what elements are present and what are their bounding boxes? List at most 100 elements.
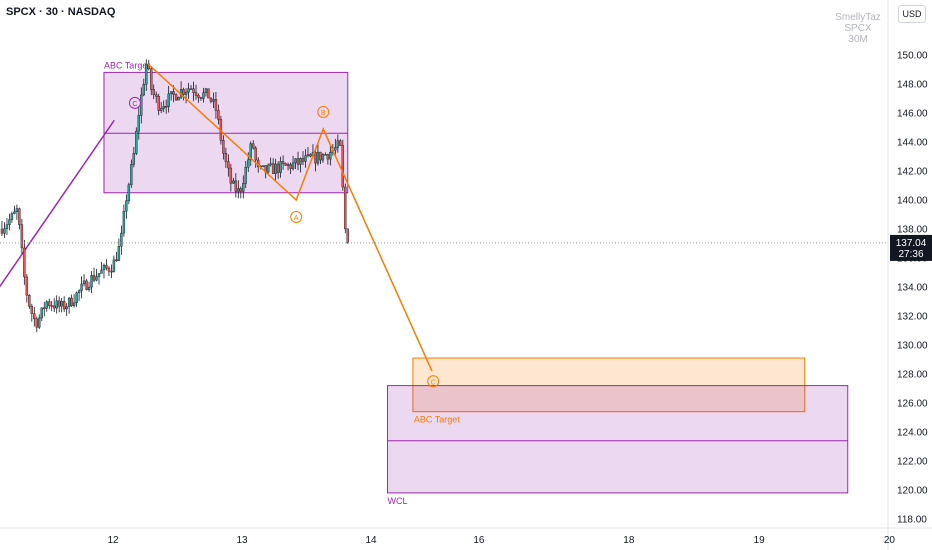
candle-body: [274, 163, 277, 174]
candle-body: [120, 232, 123, 247]
candle-body: [30, 306, 34, 314]
abc-target-label-orange: ABC Target: [414, 415, 460, 425]
candle-body: [127, 184, 131, 201]
y-tick-label: 142.00: [897, 167, 928, 178]
candle-body: [87, 286, 91, 290]
candle-body: [177, 97, 180, 101]
candle-body: [157, 96, 160, 111]
candle-body: [48, 301, 51, 306]
y-tick-label: 148.00: [897, 80, 928, 91]
wcl-zone[interactable]: [387, 385, 849, 494]
x-tick-label: 12: [107, 535, 119, 546]
candle-body: [137, 115, 141, 132]
candle-body: [162, 106, 165, 109]
candle-body: [237, 188, 240, 192]
candle-body: [346, 228, 349, 244]
candle-body: [294, 158, 297, 164]
candle-body: [23, 247, 26, 278]
candle-body: [271, 163, 275, 174]
abc-target-label-upper: ABC Target: [104, 60, 150, 70]
candle-body: [13, 211, 16, 214]
candle-body: [229, 167, 233, 184]
candle-body: [77, 290, 81, 294]
candle-body: [75, 292, 78, 304]
candle-body: [276, 163, 280, 173]
candle-body: [336, 140, 340, 148]
candle-body: [53, 305, 56, 309]
candle-body: [199, 97, 203, 99]
y-tick-label: 140.00: [897, 196, 928, 207]
candle-body: [25, 276, 29, 296]
purple-trendline[interactable]: [0, 119, 115, 288]
candle-body: [321, 154, 325, 161]
candle-body: [3, 228, 6, 234]
last-price-badge: [890, 234, 932, 261]
candle-body: [306, 154, 310, 157]
candle-body: [38, 317, 41, 328]
y-tick-label: 122.00: [897, 457, 928, 468]
candle-body: [20, 224, 24, 249]
candle-body: [0, 228, 4, 234]
wave-a-marker-ring: [290, 211, 303, 223]
candle-body: [62, 301, 66, 310]
candle-body: [269, 163, 272, 166]
wave-pattern-line[interactable]: [147, 63, 433, 372]
x-tick-label: 16: [473, 535, 485, 546]
wave-a-marker: A: [294, 215, 299, 222]
candle-body: [142, 84, 145, 96]
candle-body: [40, 307, 43, 319]
candle-body: [159, 108, 163, 111]
candle-body: [261, 165, 265, 167]
candle-body: [5, 224, 9, 229]
candle-body: [169, 91, 173, 95]
candle-body: [135, 130, 138, 154]
candle-body: [97, 273, 101, 277]
candle-body: [60, 301, 63, 307]
candle-body: [329, 152, 332, 160]
candle-body: [182, 89, 185, 95]
candle-body: [197, 95, 200, 98]
candle-body: [189, 88, 193, 90]
abc-target-zone-upper[interactable]: [103, 71, 349, 194]
candle-body: [72, 302, 76, 306]
candle-body: [8, 219, 11, 225]
abc-target-zone-orange[interactable]: [412, 357, 806, 413]
candle-body: [132, 153, 136, 165]
purple-wave-c-marker-ring: [128, 96, 141, 109]
candle-body: [194, 92, 198, 96]
last-price-value: 137.04: [896, 238, 927, 249]
candle-body: [314, 152, 317, 164]
candle-body: [125, 200, 128, 212]
candle-body: [289, 164, 292, 169]
candle-body: [326, 154, 330, 160]
candle-body: [334, 147, 337, 151]
candle-body: [284, 163, 287, 166]
candle-body: [187, 88, 190, 93]
candle-body: [15, 208, 19, 213]
candle-body: [65, 306, 68, 310]
candle-body: [55, 300, 58, 309]
symbol-title[interactable]: SPCX · 30 · NASDAQ: [6, 6, 116, 18]
candle-body: [249, 143, 252, 161]
watermark: SmellyTaz SPCX 30M: [820, 12, 896, 45]
y-tick-label: 144.00: [897, 138, 928, 149]
candle-body: [82, 280, 86, 285]
wave-c-marker: C: [431, 379, 436, 386]
watermark-author: SmellyTaz: [835, 12, 881, 23]
currency-button[interactable]: USD: [898, 5, 926, 23]
watermark-interval: 30M: [848, 34, 868, 45]
candle-body: [67, 297, 71, 307]
candle-body: [291, 162, 295, 169]
candle-body: [130, 164, 133, 185]
candle-body: [112, 259, 116, 273]
candle-body: [70, 297, 73, 306]
candle-body: [301, 158, 305, 162]
wave-b-marker-ring: [317, 105, 330, 118]
candle-body: [172, 91, 175, 95]
y-tick-label: 130.00: [897, 341, 928, 352]
candle-body: [50, 305, 53, 307]
candle-body: [222, 140, 225, 154]
candle-body: [244, 166, 247, 184]
candle-body: [242, 183, 245, 192]
